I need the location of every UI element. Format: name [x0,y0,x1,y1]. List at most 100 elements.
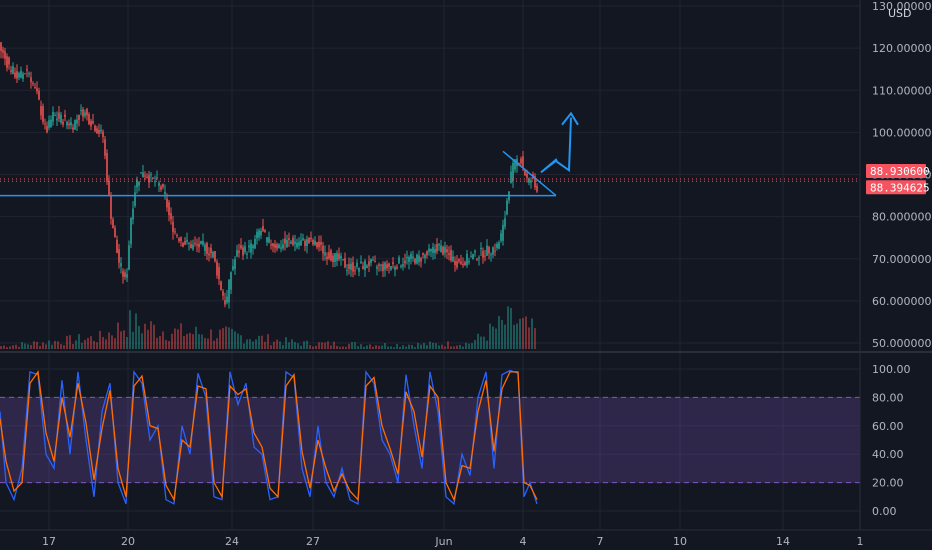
volume-bar [396,344,398,349]
candle-body [60,114,62,123]
candle-body [450,250,452,261]
volume-bar [270,345,272,349]
volume-bar [147,329,149,349]
candle-body [348,264,350,269]
volume-bar [363,346,365,349]
volume-bar [522,318,524,349]
candle-body [462,264,464,266]
volume-bar [384,342,386,349]
candle-body [236,250,238,257]
volume-bar [72,344,74,349]
candle-body [396,266,398,269]
candle-body [40,106,42,116]
candle-body [168,202,170,216]
volume-bar [231,328,233,349]
candle-body [398,257,400,264]
candle-body [162,183,164,188]
volume-bar [303,341,305,349]
volume-bar [504,324,506,349]
candle-body [486,245,488,256]
volume-bar [30,344,32,349]
volume-bar [513,324,515,349]
candle-body [286,240,288,248]
candle-body [70,122,72,126]
currency-label: USD [888,7,912,20]
volume-bar [333,341,335,349]
candle-body [82,109,84,117]
volume-bar [144,323,146,349]
volume-bar [501,319,503,349]
candle-body [466,253,468,266]
candle-body [238,250,240,253]
candle-body [112,219,114,229]
candle-body [194,242,196,244]
stoch-tick-label: 20.00 [872,477,904,490]
candle-body [300,240,302,246]
candle-body [214,251,216,262]
volume-bar [153,324,155,349]
candle-body [120,263,122,267]
trendline-drawings[interactable] [0,111,860,197]
candle-body [16,71,18,79]
volume-bar [480,336,482,349]
candle-body [254,239,256,249]
candle-body [366,265,368,269]
volume-bar [123,330,125,349]
price-tick-label: 130.000000 [872,0,932,13]
candle-body [372,259,374,261]
candle-body [500,233,502,241]
candle-body [346,269,348,271]
candle-body [502,224,504,241]
candle-body [64,114,66,118]
volume-bar [315,345,317,349]
candle-body [234,259,236,269]
candle-body [86,108,88,116]
candle-body [96,128,98,134]
volume-bar [399,346,401,349]
candle-body [304,240,306,246]
volume-bar [240,335,242,349]
candle-body [200,240,202,244]
candle-body [46,125,48,133]
candle-body [288,238,290,240]
time-tick-label: 27 [306,535,320,548]
candle-body [24,73,26,75]
volume-bar [138,326,140,349]
candle-body [468,261,470,263]
candle-body [376,266,378,269]
candle-body [132,208,134,220]
candle-body [170,213,172,220]
candle-body [114,227,116,238]
time-tick-label: 14 [776,535,790,548]
volume-bar [132,331,134,349]
candle-body [34,86,36,88]
candle-body [374,261,376,263]
volume-bar [189,332,191,349]
volume-bar [156,337,158,349]
volume-bar [186,333,188,349]
candle-body [246,253,248,255]
candle-body [332,255,334,262]
volume-bar [423,342,425,349]
volume-bar [321,342,323,349]
price-tick-label: 110.000000 [872,84,932,97]
volume-bar [360,344,362,349]
candle-body [264,230,266,232]
volume-bar [312,346,314,349]
volume-bar [408,344,410,349]
volume-bar [42,342,44,349]
volume-bar [273,341,275,349]
volume-bar [531,318,533,349]
candle-body [106,153,108,182]
candle-body [18,73,20,78]
candle-body [8,57,10,65]
candle-body [438,244,440,246]
arrow-head [561,111,579,126]
volume-bar [180,323,182,349]
candle-body [10,69,12,73]
volume-bar [276,339,278,349]
volume-bar [288,342,290,349]
volume-bar [453,346,455,349]
volume-bar [255,339,257,349]
candle-body [230,272,232,290]
